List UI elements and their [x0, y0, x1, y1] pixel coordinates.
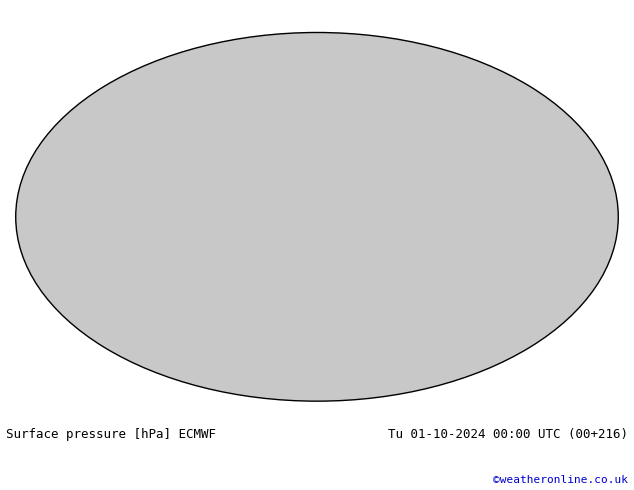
Text: Tu 01-10-2024 00:00 UTC (00+216): Tu 01-10-2024 00:00 UTC (00+216) — [387, 428, 628, 441]
Text: ©weatheronline.co.uk: ©weatheronline.co.uk — [493, 475, 628, 485]
Ellipse shape — [16, 32, 618, 401]
Text: Surface pressure [hPa] ECMWF: Surface pressure [hPa] ECMWF — [6, 428, 216, 441]
